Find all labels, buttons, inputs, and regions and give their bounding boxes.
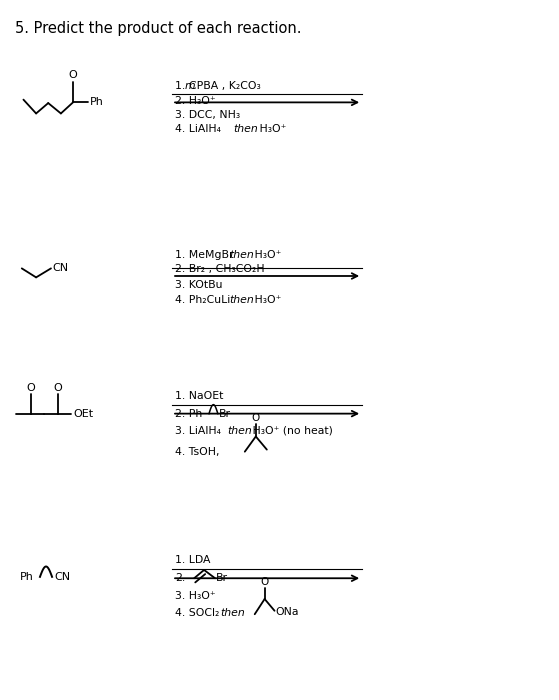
Text: Ph: Ph [20,572,34,582]
Text: 1. LDA: 1. LDA [175,555,210,566]
Text: 3. KOtBu: 3. KOtBu [175,280,222,290]
Text: ONa: ONa [276,607,299,617]
Text: 2.: 2. [175,573,185,583]
Text: then: then [229,295,254,305]
Text: O: O [252,412,260,423]
Text: 5. Predict the product of each reaction.: 5. Predict the product of each reaction. [15,21,302,36]
Text: then: then [229,250,254,260]
Text: H₃O⁺: H₃O⁺ [251,295,281,305]
Text: 3. H₃O⁺: 3. H₃O⁺ [175,591,216,601]
Text: 4. SOCl₂: 4. SOCl₂ [175,608,222,618]
Text: Ph: Ph [90,97,104,107]
Text: 1.: 1. [175,80,188,91]
Text: Br: Br [219,409,231,419]
Text: 4. TsOH,: 4. TsOH, [175,447,219,457]
Text: 2. Br₂ , CH₃CO₂H: 2. Br₂ , CH₃CO₂H [175,264,264,274]
Text: OEt: OEt [73,409,93,419]
Text: 1. NaOEt: 1. NaOEt [175,391,223,401]
Text: 2. Ph: 2. Ph [175,409,202,419]
Text: CN: CN [54,572,70,582]
Text: 3. DCC, NH₃: 3. DCC, NH₃ [175,110,240,120]
Text: O: O [260,577,269,587]
Text: O: O [54,383,63,393]
Text: 4. LiAlH₄: 4. LiAlH₄ [175,124,224,134]
Text: H₃O⁺: H₃O⁺ [251,250,281,260]
Text: 4. Ph₂CuLi: 4. Ph₂CuLi [175,295,234,305]
Text: then: then [234,124,259,134]
Text: O: O [26,383,35,393]
Text: CN: CN [53,263,69,274]
Text: H₃O⁺ (no heat): H₃O⁺ (no heat) [249,426,333,436]
Text: then: then [220,608,245,618]
Text: 3. LiAlH₄: 3. LiAlH₄ [175,426,224,436]
Text: H₃O⁺: H₃O⁺ [256,124,286,134]
Text: CPBA , K₂CO₃: CPBA , K₂CO₃ [188,80,260,91]
Text: 2. H₃O⁺: 2. H₃O⁺ [175,96,216,106]
Text: Br: Br [216,573,228,583]
Text: O: O [69,70,77,80]
Text: then: then [227,426,252,436]
Text: 1. MeMgBr: 1. MeMgBr [175,250,237,260]
Text: m: m [184,80,195,91]
